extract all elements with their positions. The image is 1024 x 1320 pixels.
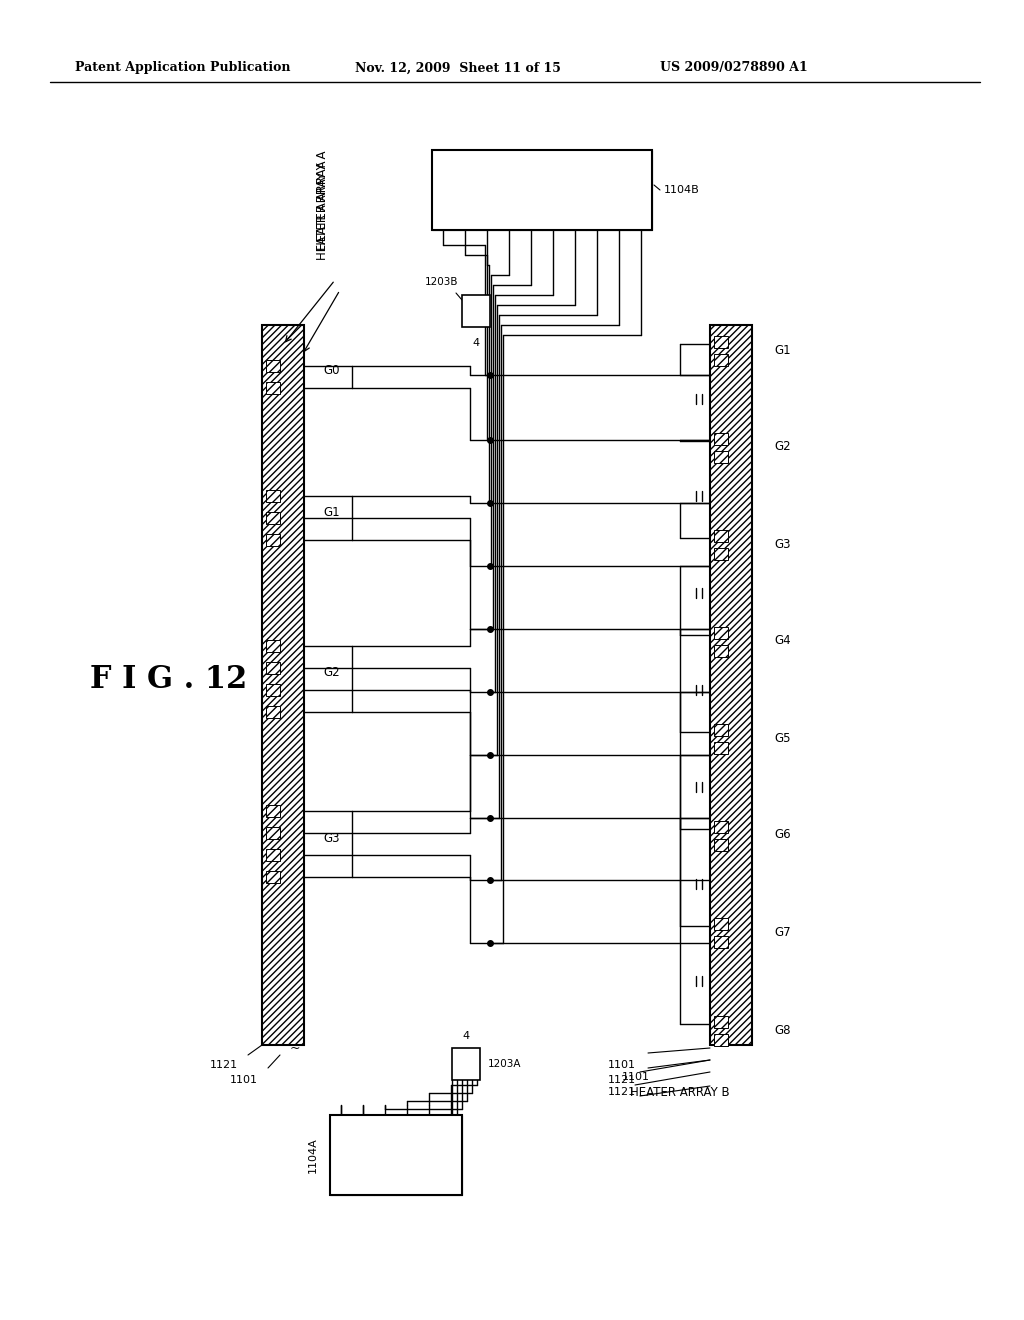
Bar [432, 150, 652, 230]
Text: A_D3: A_D3 [402, 1144, 412, 1166]
Bar [262, 325, 304, 1045]
Bar [418, 1115, 440, 1195]
Text: G3: G3 [324, 832, 340, 845]
Bar [266, 640, 280, 652]
Text: F I G . 12: F I G . 12 [90, 664, 247, 696]
Text: HEATER ARRAY A: HEATER ARRAY A [316, 160, 330, 260]
Bar [714, 337, 728, 348]
Bar [266, 512, 280, 524]
Bar [714, 917, 728, 931]
Text: B_B1: B_B1 [438, 181, 447, 199]
Text: 1101: 1101 [230, 1074, 258, 1085]
Text: B_D0: B_D0 [637, 180, 645, 199]
Bar [440, 1115, 462, 1195]
Bar [498, 150, 520, 230]
Bar [714, 627, 728, 639]
Text: G0: G0 [324, 364, 340, 378]
Text: 1121: 1121 [210, 1060, 238, 1071]
Bar [266, 360, 280, 372]
Text: B_D6: B_D6 [505, 180, 513, 199]
Bar [520, 150, 542, 230]
Bar [330, 1115, 462, 1195]
Text: HEATER ARRAY B: HEATER ARRAY B [630, 1085, 730, 1098]
Bar [462, 294, 490, 327]
Bar [714, 1016, 728, 1028]
Bar [714, 548, 728, 560]
Bar [454, 150, 476, 230]
Bar [714, 645, 728, 657]
Text: G4: G4 [774, 635, 791, 648]
Text: 4: 4 [472, 338, 479, 348]
Text: 1121: 1121 [608, 1086, 636, 1097]
Bar [714, 723, 728, 737]
Text: B_D5: B_D5 [526, 180, 536, 199]
Bar [396, 1115, 418, 1195]
Text: G2: G2 [774, 441, 791, 454]
Bar [432, 150, 454, 230]
Text: Patent Application Publication: Patent Application Publication [75, 62, 291, 74]
Text: 1203B: 1203B [425, 277, 458, 286]
Text: B_D7: B_D7 [482, 180, 492, 199]
Text: B_B0: B_B0 [461, 181, 469, 199]
Bar [266, 684, 280, 696]
Bar [542, 150, 564, 230]
Text: 1203A: 1203A [488, 1059, 521, 1069]
Bar [714, 354, 728, 366]
Bar [714, 433, 728, 445]
Text: G8: G8 [774, 1023, 791, 1036]
Bar [266, 871, 280, 883]
Bar [714, 821, 728, 833]
Bar [266, 381, 280, 393]
Text: G7: G7 [774, 925, 791, 939]
Bar [266, 828, 280, 840]
Bar [710, 325, 752, 1045]
Bar [266, 706, 280, 718]
Text: G3: G3 [774, 537, 791, 550]
Bar [266, 663, 280, 675]
Bar [266, 535, 280, 546]
Text: A_D1: A_D1 [358, 1146, 368, 1164]
Text: G2: G2 [324, 667, 340, 680]
Bar [714, 936, 728, 948]
Bar [266, 805, 280, 817]
Text: HEATER ARRAY A: HEATER ARRAY A [316, 150, 330, 249]
Text: 1121: 1121 [608, 1074, 636, 1085]
Bar [476, 150, 498, 230]
Text: 4: 4 [463, 1031, 470, 1041]
Bar [564, 150, 586, 230]
Text: A_B0: A_B0 [425, 1146, 433, 1164]
Text: 1101: 1101 [608, 1060, 636, 1071]
Text: B_D4: B_D4 [549, 180, 557, 199]
Text: B_D1: B_D1 [614, 181, 624, 199]
Text: A_D0: A_D0 [337, 1144, 345, 1166]
Text: G6: G6 [774, 829, 791, 842]
Bar [714, 451, 728, 463]
Bar [586, 150, 608, 230]
Bar [714, 840, 728, 851]
Text: G1: G1 [324, 506, 340, 519]
Bar [630, 150, 652, 230]
Text: B_D3: B_D3 [570, 180, 580, 199]
Text: US 2009/0278890 A1: US 2009/0278890 A1 [660, 62, 808, 74]
Text: G1: G1 [774, 343, 791, 356]
Bar [452, 1048, 480, 1080]
Text: B_D2: B_D2 [593, 181, 601, 199]
Text: 1101: 1101 [622, 1072, 650, 1082]
Bar [266, 490, 280, 502]
Text: Nov. 12, 2009  Sheet 11 of 15: Nov. 12, 2009 Sheet 11 of 15 [355, 62, 561, 74]
Bar [608, 150, 630, 230]
Text: ~: ~ [290, 1041, 300, 1055]
Text: G5: G5 [774, 731, 791, 744]
Text: A_B1: A_B1 [446, 1146, 456, 1164]
Text: A_D2: A_D2 [381, 1146, 389, 1164]
Text: 1104B: 1104B [664, 185, 699, 195]
Bar [330, 1115, 352, 1195]
Bar [714, 742, 728, 754]
Bar [352, 1115, 374, 1195]
Bar [714, 1034, 728, 1045]
Bar [714, 531, 728, 543]
Bar [266, 849, 280, 861]
Bar [374, 1115, 396, 1195]
Text: 1104A: 1104A [308, 1137, 318, 1173]
